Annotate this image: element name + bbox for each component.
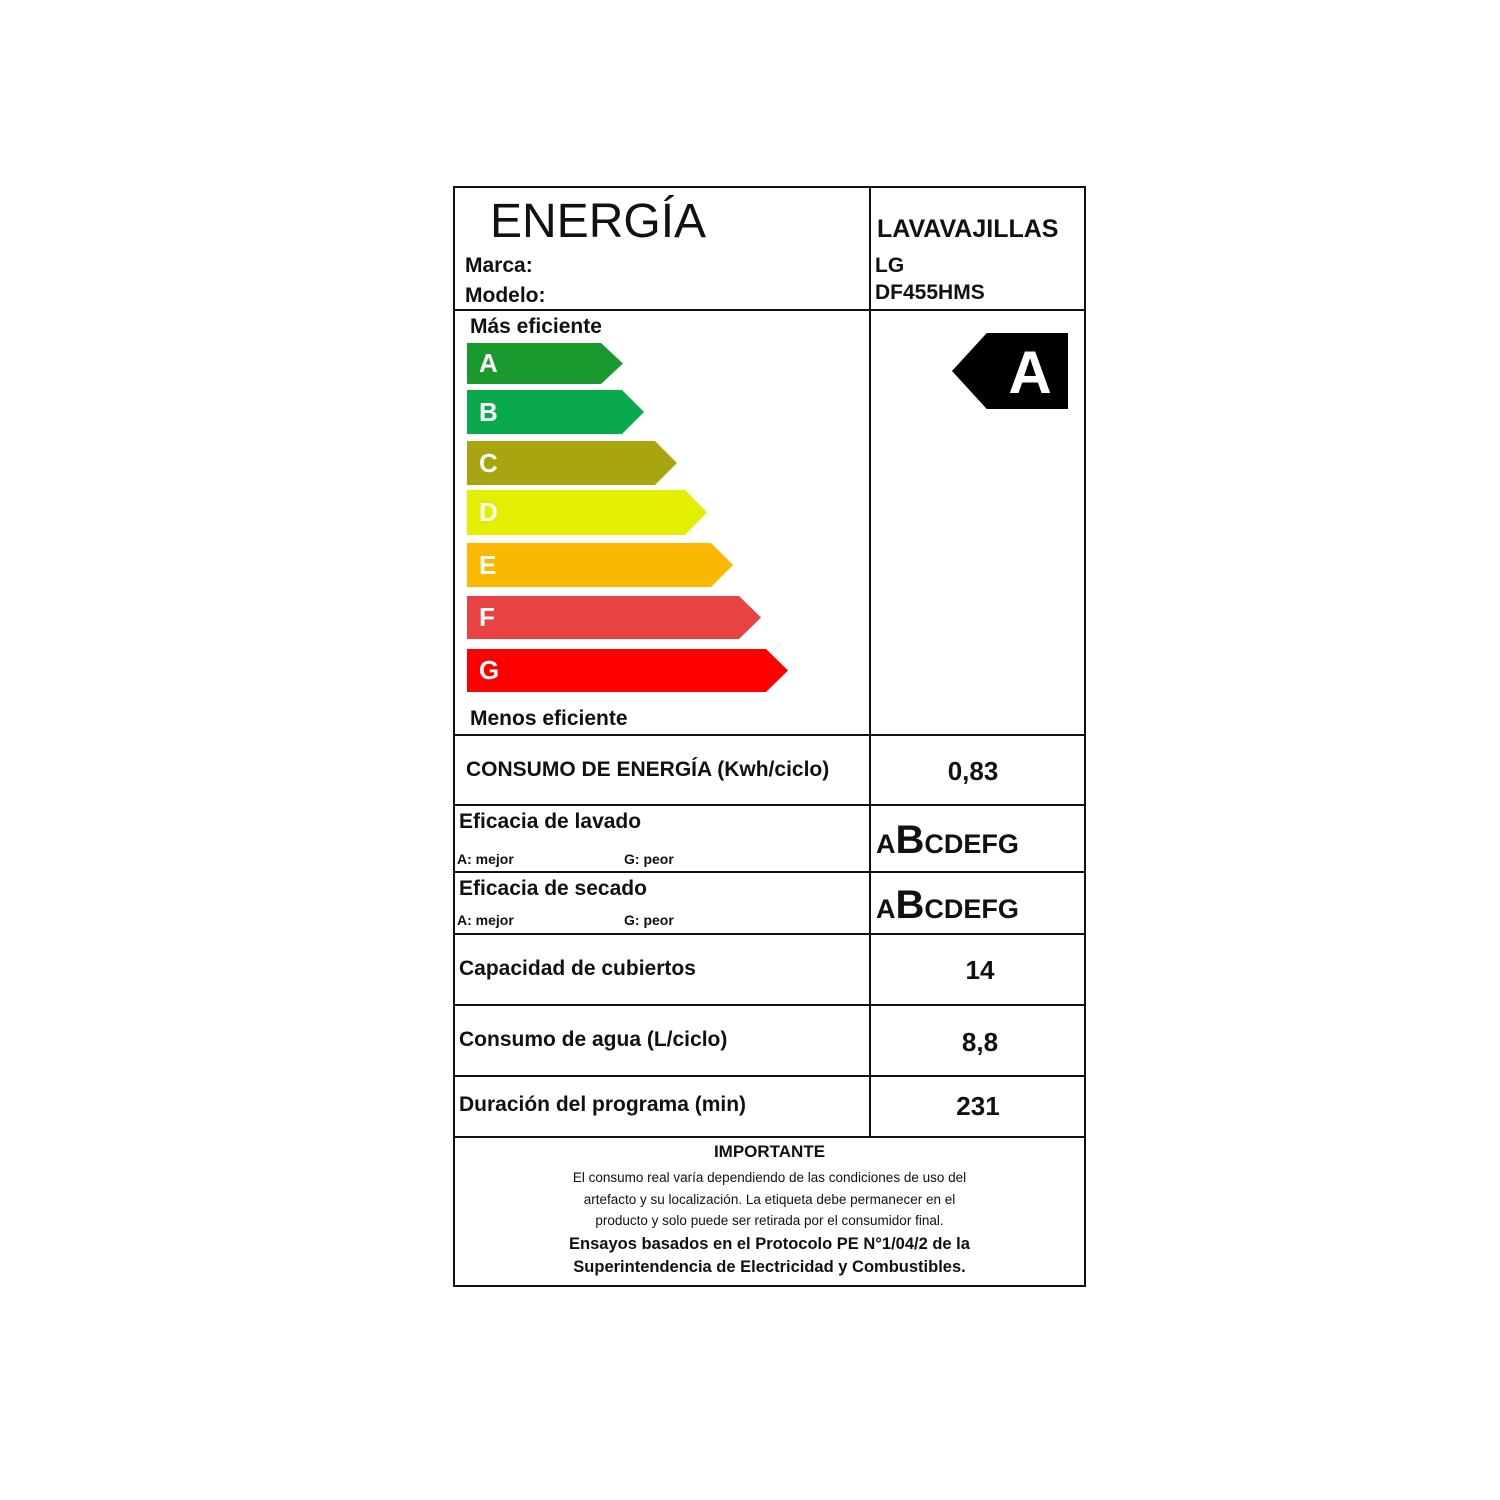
divider bbox=[453, 1075, 1086, 1077]
energy-class-letter: E bbox=[479, 549, 497, 580]
water-label: Consumo de agua (L/ciclo) bbox=[459, 1028, 728, 1051]
brand-value: LG bbox=[875, 254, 905, 277]
energy-class-letter: F bbox=[479, 602, 495, 632]
scale-letter: B bbox=[895, 818, 925, 862]
protocol-line: Ensayos basados en el Protocolo PE N°1/0… bbox=[569, 1235, 970, 1253]
energy-class-bar-f: F bbox=[467, 596, 761, 639]
divider bbox=[453, 871, 1086, 873]
scale-top-label: Más eficiente bbox=[470, 315, 602, 338]
energy-class-letter: C bbox=[479, 447, 498, 478]
important-line: El consumo real varía dependiendo de las… bbox=[572, 1170, 967, 1185]
divider bbox=[453, 734, 1086, 736]
energy-consumption-value: 0,83 bbox=[947, 756, 999, 786]
model-value: DF455HMS bbox=[875, 281, 985, 304]
label-frame bbox=[453, 186, 1086, 1287]
brand-label: Marca: bbox=[465, 254, 533, 277]
scale-letter: F bbox=[981, 829, 998, 859]
scale-bottom-label: Menos eficiente bbox=[470, 707, 628, 730]
energy-class-letter: B bbox=[479, 396, 498, 427]
scale-letter: G bbox=[997, 829, 1019, 859]
scale-letter: G bbox=[997, 894, 1019, 924]
important-line: producto y solo puede ser retirada por e… bbox=[595, 1213, 944, 1228]
energy-class-bar-g: G bbox=[467, 649, 788, 692]
duration-label: Duración del programa (min) bbox=[459, 1093, 747, 1116]
washing-scale: ABCDEFG bbox=[876, 818, 1019, 863]
drying-best: A: mejor bbox=[457, 912, 514, 928]
energy-class-bar-e: E bbox=[467, 543, 733, 587]
energy-consumption-label: CONSUMO DE ENERGÍA (Kwh/ciclo) bbox=[466, 758, 830, 781]
capacity-label: Capacidad de cubiertos bbox=[459, 957, 696, 980]
model-label: Modelo: bbox=[465, 284, 546, 307]
important-line: artefacto y su localización. La etiqueta… bbox=[583, 1192, 956, 1207]
appliance-category: LAVAVAJILLAS bbox=[877, 215, 1059, 243]
divider bbox=[453, 933, 1086, 935]
scale-letter: B bbox=[895, 883, 925, 927]
energy-class-bar-a: A bbox=[467, 343, 623, 384]
scale-letter: F bbox=[981, 894, 998, 924]
washing-worst: G: peor bbox=[624, 851, 674, 867]
important-title: IMPORTANTE bbox=[713, 1142, 826, 1161]
protocol-line: Superintendencia de Electricidad y Combu… bbox=[573, 1258, 966, 1276]
energy-class-bar-c: C bbox=[467, 441, 677, 485]
scale-letter: D bbox=[943, 829, 964, 859]
rating-letter: A bbox=[1008, 339, 1052, 406]
energy-class-bar-d: D bbox=[467, 490, 707, 535]
scale-letter: A bbox=[876, 894, 896, 924]
scale-letter: A bbox=[876, 829, 896, 859]
scale-letter: E bbox=[963, 829, 982, 859]
divider bbox=[453, 1004, 1086, 1006]
divider bbox=[453, 804, 1086, 806]
scale-letter: C bbox=[924, 894, 944, 924]
energy-class-letter: A bbox=[479, 348, 498, 378]
drying-scale: ABCDEFG bbox=[876, 883, 1019, 928]
energy-class-letter: D bbox=[479, 497, 498, 527]
energy-class-bar-b: B bbox=[467, 390, 644, 434]
column-divider bbox=[869, 186, 871, 1137]
drying-worst: G: peor bbox=[624, 912, 674, 928]
scale-letter: D bbox=[943, 894, 964, 924]
drying-label: Eficacia de secado bbox=[459, 877, 647, 900]
label-title: ENERGÍA bbox=[490, 195, 707, 248]
scale-letter: E bbox=[963, 894, 982, 924]
water-value: 8,8 bbox=[961, 1027, 999, 1057]
washing-best: A: mejor bbox=[457, 851, 514, 867]
divider bbox=[453, 1136, 1086, 1138]
scale-letter: C bbox=[924, 829, 944, 859]
energy-class-letter: G bbox=[479, 655, 500, 685]
capacity-value: 14 bbox=[965, 955, 995, 985]
duration-value: 231 bbox=[956, 1091, 1000, 1121]
divider bbox=[453, 309, 1086, 311]
washing-label: Eficacia de lavado bbox=[459, 810, 642, 833]
